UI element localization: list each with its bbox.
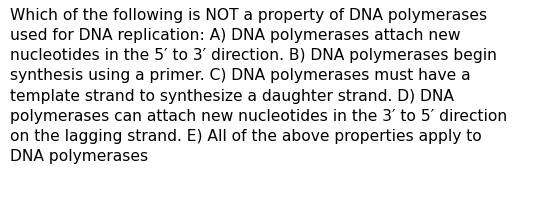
Text: Which of the following is NOT a property of DNA polymerases
used for DNA replica: Which of the following is NOT a property… xyxy=(10,8,507,164)
